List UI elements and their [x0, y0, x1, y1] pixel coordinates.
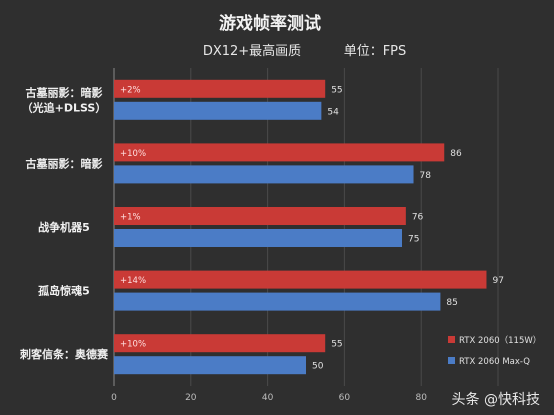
percent-annotation: +14% [120, 276, 146, 286]
data-label: 85 [446, 298, 457, 308]
data-label: 78 [420, 171, 432, 181]
bar-rtx2060-maxq [114, 165, 414, 184]
data-label: 76 [412, 213, 424, 223]
bar-rtx2060-115w [114, 270, 487, 289]
bar-rtx2060-115w [114, 334, 326, 353]
bar-rtx2060-maxq [114, 356, 306, 375]
percent-annotation: +2% [120, 85, 141, 95]
data-label: 54 [327, 107, 339, 117]
data-label: 97 [492, 276, 503, 286]
category-label: 刺客信条：奥德赛 [19, 347, 109, 361]
category-label: 古墓丽影：暗影 [26, 156, 103, 170]
x-tick-label: 80 [415, 393, 427, 403]
chart-subtitle: DX12+最高画质 [203, 43, 301, 59]
data-label: 50 [312, 362, 324, 372]
legend-swatch [448, 357, 455, 364]
x-tick-label: 0 [111, 393, 117, 403]
percent-annotation: +1% [120, 213, 141, 223]
bar-rtx2060-115w [114, 143, 445, 162]
percent-annotation: +10% [120, 340, 146, 350]
data-label: 55 [331, 85, 342, 95]
percent-annotation: +10% [120, 149, 146, 159]
data-label: 86 [450, 149, 462, 159]
bar-rtx2060-maxq [114, 292, 441, 311]
data-label: 75 [408, 235, 419, 245]
category-label: （光追+DLSS） [22, 100, 107, 114]
data-label: 55 [331, 340, 342, 350]
x-tick-label: 40 [262, 393, 274, 403]
category-label: 古墓丽影：暗影 [26, 85, 103, 99]
unit-label: 单位：FPS [344, 44, 407, 59]
x-tick-label: 20 [185, 393, 197, 403]
chart-title: 游戏帧率测试 [219, 13, 321, 34]
bar-rtx2060-115w [114, 79, 326, 98]
bar-rtx2060-115w [114, 207, 406, 225]
legend-swatch [448, 336, 455, 343]
category-label: 孤岛惊魂5 [38, 284, 90, 298]
category-label: 战争机器5 [38, 220, 90, 234]
legend-label: RTX 2060 Max-Q [459, 357, 530, 367]
x-tick-label: 60 [339, 393, 351, 403]
bar-rtx2060-maxq [114, 229, 402, 247]
bar-rtx2060-maxq [114, 101, 322, 120]
legend-label: RTX 2060（115W） [459, 335, 541, 346]
watermark: 头条 @快科技 [451, 392, 540, 408]
